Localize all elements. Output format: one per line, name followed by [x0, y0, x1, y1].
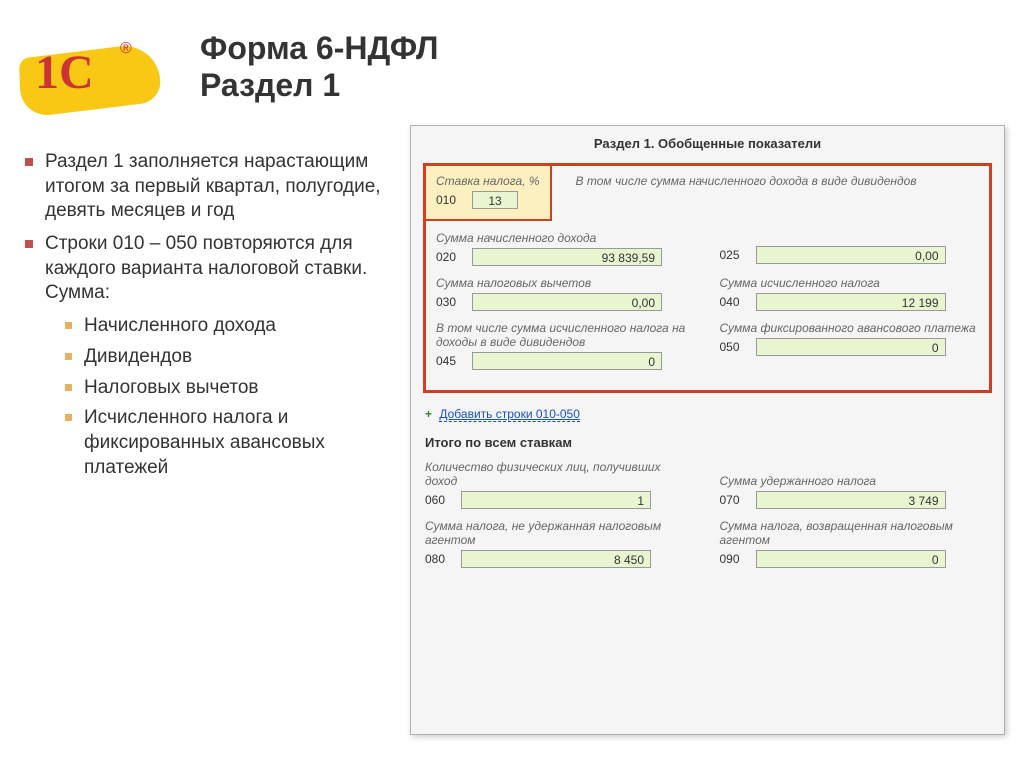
- label-040: Сумма исчисленного налога: [720, 276, 980, 290]
- add-link-text[interactable]: Добавить строки 010-050: [439, 407, 580, 422]
- sub-text: Начисленного дохода: [84, 314, 276, 339]
- code-080: 080: [425, 552, 451, 566]
- bullet-text: Строки 010 – 050 повторяются для каждого…: [45, 232, 395, 306]
- sub-bullet-icon: [65, 353, 72, 360]
- input-030[interactable]: 0,00: [472, 293, 662, 311]
- sub-bullet-icon: [65, 414, 72, 421]
- code-020: 020: [436, 250, 462, 264]
- rate-section: Ставка налога, % 010 13: [426, 166, 552, 221]
- label-050: Сумма фиксированного авансового платежа: [720, 321, 980, 335]
- red-outlined-section: Ставка налога, % 010 13 В том числе сумм…: [423, 163, 992, 393]
- sub-bullet-icon: [65, 384, 72, 391]
- code-040: 040: [720, 295, 746, 309]
- sub-item-1: Начисленного дохода: [65, 314, 395, 339]
- left-content: Раздел 1 заполняется нарастающим итогом …: [25, 150, 395, 486]
- label-060: Количество физических лиц, получивших до…: [425, 460, 696, 488]
- totals-title: Итого по всем ставкам: [425, 435, 992, 450]
- sub-item-3: Налоговых вычетов: [65, 376, 395, 401]
- bullet-icon: [25, 158, 33, 166]
- input-045[interactable]: 0: [472, 352, 662, 370]
- input-040[interactable]: 12 199: [756, 293, 946, 311]
- input-080[interactable]: 8 450: [461, 550, 651, 568]
- logo-1c: 1С ®: [15, 30, 165, 120]
- add-rows-link[interactable]: + Добавить строки 010-050: [425, 407, 992, 421]
- page-title: Форма 6-НДФЛ Раздел 1: [200, 30, 438, 104]
- field-row-010: 010 13: [436, 191, 540, 209]
- label-090: Сумма налога, возвращенная налоговым аге…: [720, 519, 991, 547]
- logo-reg: ®: [120, 40, 132, 58]
- label-025: В том числе сумма начисленного дохода в …: [576, 174, 979, 214]
- sub-item-2: Дивидендов: [65, 345, 395, 370]
- input-025[interactable]: 0,00: [756, 246, 946, 264]
- label-080: Сумма налога, не удержанная налоговым аг…: [425, 519, 696, 547]
- label-020: Сумма начисленного дохода: [436, 231, 696, 245]
- label-045: В том числе сумма исчисленного налога на…: [436, 321, 696, 349]
- logo-text: 1С: [35, 45, 94, 100]
- bullet-2: Строки 010 – 050 повторяются для каждого…: [25, 232, 395, 306]
- label-030: Сумма налоговых вычетов: [436, 276, 696, 290]
- code-090: 090: [720, 552, 746, 566]
- input-010[interactable]: 13: [472, 191, 518, 209]
- form-panel: Раздел 1. Обобщенные показатели Ставка н…: [410, 125, 1005, 735]
- code-025: 025: [720, 248, 746, 262]
- sub-text: Налоговых вычетов: [84, 376, 259, 401]
- sub-text: Дивидендов: [84, 345, 192, 370]
- bullet-icon: [25, 240, 33, 248]
- sub-item-4: Исчисленного налога и фиксированных аван…: [65, 406, 395, 480]
- sub-text: Исчисленного налога и фиксированных аван…: [84, 406, 395, 480]
- code-060: 060: [425, 493, 451, 507]
- input-060[interactable]: 1: [461, 491, 651, 509]
- input-090[interactable]: 0: [756, 550, 946, 568]
- code-070: 070: [720, 493, 746, 507]
- panel-title: Раздел 1. Обобщенные показатели: [423, 136, 992, 151]
- code-050: 050: [720, 340, 746, 354]
- code-010: 010: [436, 193, 462, 207]
- bullet-1: Раздел 1 заполняется нарастающим итогом …: [25, 150, 395, 224]
- code-030: 030: [436, 295, 462, 309]
- input-050[interactable]: 0: [756, 338, 946, 356]
- title-line-2: Раздел 1: [200, 67, 438, 104]
- bullet-text: Раздел 1 заполняется нарастающим итогом …: [45, 150, 395, 224]
- input-070[interactable]: 3 749: [756, 491, 946, 509]
- sub-list: Начисленного дохода Дивидендов Налоговых…: [65, 314, 395, 480]
- plus-icon: +: [425, 407, 432, 421]
- sub-bullet-icon: [65, 322, 72, 329]
- input-020[interactable]: 93 839,59: [472, 248, 662, 266]
- title-line-1: Форма 6-НДФЛ: [200, 30, 438, 67]
- label-070: Сумма удержанного налога: [720, 474, 991, 488]
- grid-section: Сумма начисленного дохода 020 93 839,59 …: [426, 227, 989, 390]
- code-045: 045: [436, 354, 462, 368]
- rate-label: Ставка налога, %: [436, 174, 540, 188]
